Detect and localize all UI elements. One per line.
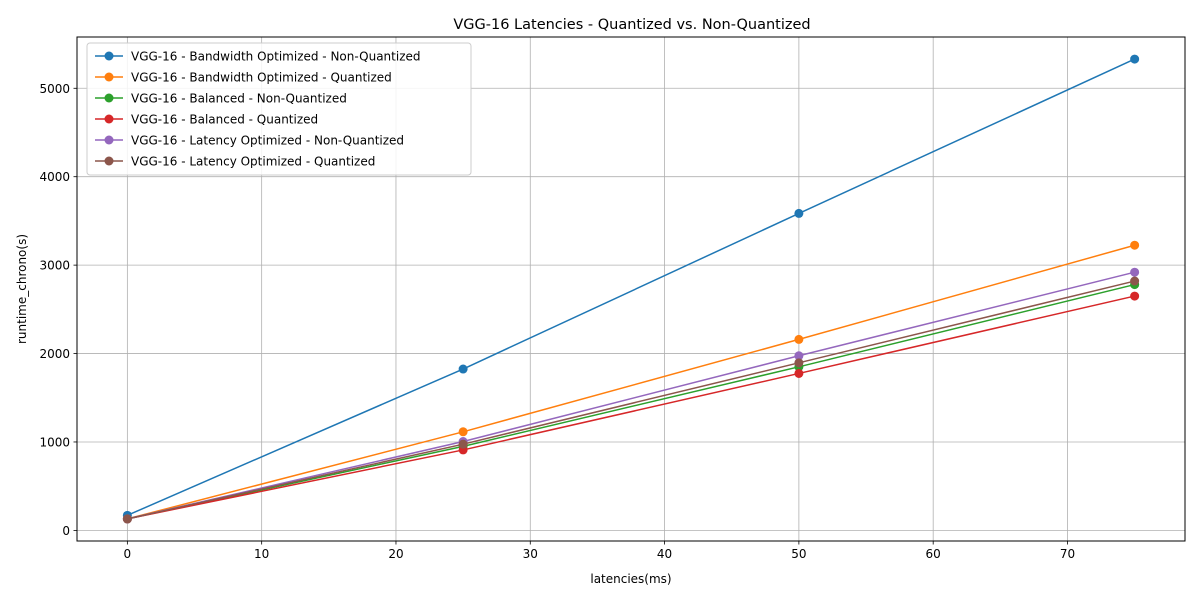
legend-item: VGG-16 - Bandwidth Optimized - Non-Quant… — [95, 50, 421, 64]
legend-item: VGG-16 - Bandwidth Optimized - Quantized — [95, 71, 392, 85]
legend: VGG-16 - Bandwidth Optimized - Non-Quant… — [86, 42, 472, 176]
data-point — [1130, 267, 1140, 277]
series-line — [127, 271, 1135, 520]
x-tick-label: 30 — [523, 547, 538, 561]
data-point — [122, 514, 132, 524]
series-line — [127, 280, 1135, 520]
y-tick-label: 1000 — [39, 435, 70, 449]
data-point — [1130, 54, 1140, 64]
plot-frame — [76, 36, 1186, 542]
series-line — [127, 244, 1135, 520]
y-tick-label: 0 — [62, 524, 70, 538]
legend-label: VGG-16 - Bandwidth Optimized - Non-Quant… — [131, 50, 421, 64]
legend-swatch-marker — [104, 51, 114, 61]
series-1 — [122, 240, 1140, 524]
y-axis-label: runtime_chrono(s) — [15, 234, 29, 344]
legend-item: VGG-16 - Latency Optimized - Non-Quantiz… — [95, 134, 404, 148]
legend-label: VGG-16 - Balanced - Quantized — [131, 113, 318, 127]
chart-title: VGG-16 Latencies - Quantized vs. Non-Qua… — [453, 17, 810, 33]
x-tick-label: 0 — [124, 547, 132, 561]
data-point — [794, 334, 804, 344]
legend-item: VGG-16 - Latency Optimized - Quantized — [95, 155, 375, 169]
x-tick-label: 70 — [1060, 547, 1075, 561]
legend-swatch-marker — [104, 72, 114, 82]
data-point — [794, 358, 804, 368]
legend-label: VGG-16 - Balanced - Non-Quantized — [131, 92, 347, 106]
y-tick-label: 2000 — [39, 347, 70, 361]
legend-swatch-marker — [104, 156, 114, 166]
data-point — [794, 208, 804, 218]
legend-box — [86, 42, 472, 176]
data-point — [1130, 291, 1140, 301]
series-group — [122, 54, 1140, 524]
data-point — [794, 351, 804, 361]
data-point — [458, 439, 468, 449]
series-4 — [122, 267, 1140, 524]
legend-label: VGG-16 - Latency Optimized - Non-Quantiz… — [131, 134, 404, 148]
series-line — [127, 283, 1135, 520]
y-tick-label: 3000 — [39, 259, 70, 273]
x-tick-label: 60 — [926, 547, 941, 561]
legend-item: VGG-16 - Balanced - Quantized — [95, 113, 318, 127]
legend-swatch-marker — [104, 135, 114, 145]
x-tick-label: 50 — [791, 547, 806, 561]
ticks: 0 10 20 30 40 50 60 70 0 1000 2000 3000 4000 5000 — [39, 82, 1075, 561]
legend-item: VGG-16 - Balanced - Non-Quantized — [95, 92, 347, 106]
grid — [77, 37, 1185, 541]
y-tick-label: 5000 — [39, 82, 70, 96]
legend-swatch-marker — [104, 93, 114, 103]
data-point — [1130, 276, 1140, 286]
legend-label: VGG-16 - Bandwidth Optimized - Quantized — [131, 71, 392, 85]
x-axis-label: latencies(ms) — [590, 572, 671, 586]
series-5 — [122, 276, 1140, 524]
y-tick-label: 4000 — [39, 170, 70, 184]
data-point — [794, 368, 804, 378]
data-point — [1130, 240, 1140, 250]
x-tick-label: 10 — [254, 547, 269, 561]
data-point — [458, 427, 468, 437]
legend-label: VGG-16 - Latency Optimized - Quantized — [131, 155, 375, 169]
legend-swatch-marker — [104, 114, 114, 124]
series-line — [127, 58, 1135, 517]
x-tick-label: 20 — [388, 547, 403, 561]
x-tick-label: 40 — [657, 547, 672, 561]
series-line — [127, 295, 1135, 520]
series-3 — [122, 291, 1140, 524]
data-point — [458, 364, 468, 374]
